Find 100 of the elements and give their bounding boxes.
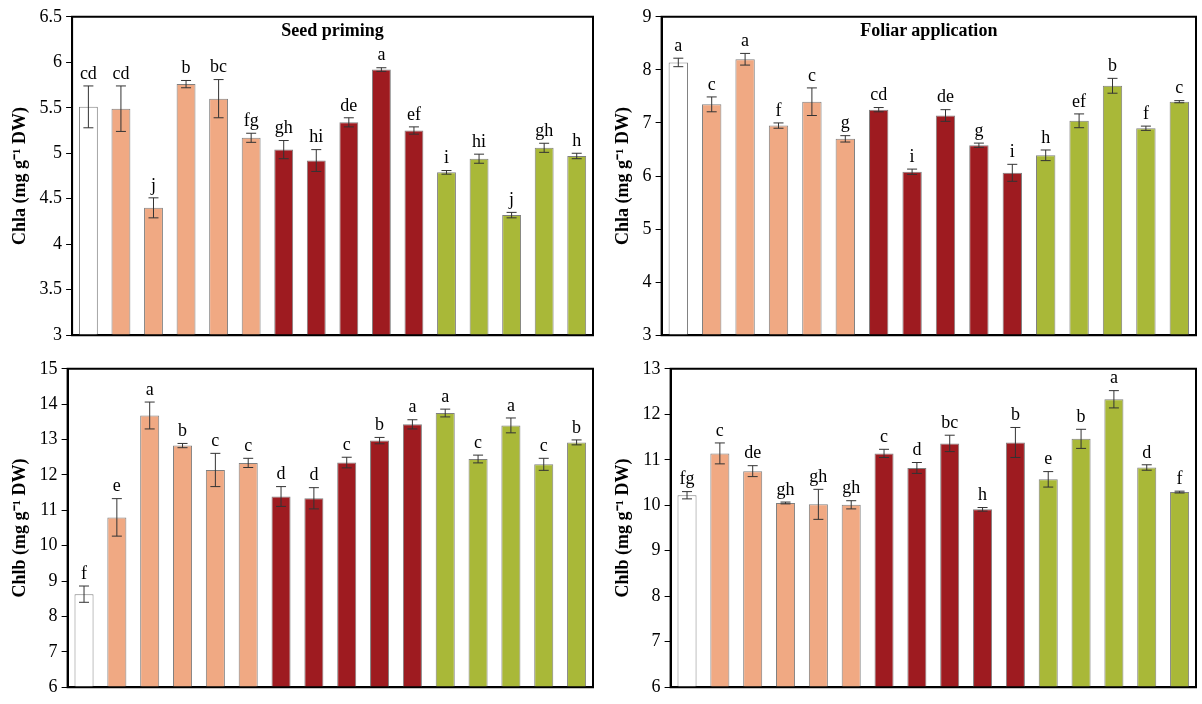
y-tick-label: 6 (53, 51, 63, 72)
data-label: f (1176, 467, 1183, 488)
y-axis-title: Chla (mg g⁻¹ DW) (9, 107, 31, 245)
data-label: fg (243, 109, 259, 130)
data-label: c (244, 435, 253, 456)
data-label: bc (210, 56, 228, 77)
y-tick-label: 11 (40, 499, 58, 520)
data-label: a (506, 394, 515, 415)
data-label: a (145, 378, 154, 399)
chart-title: Foliar application (860, 20, 998, 41)
data-label: e (112, 475, 121, 496)
data-label: h (978, 484, 988, 505)
data-label: c (539, 435, 548, 456)
y-tick-label: 4 (53, 232, 63, 253)
data-label: h (572, 129, 582, 150)
y-tick-label: 8 (651, 584, 661, 605)
data-label: ef (1072, 90, 1087, 111)
y-axis-title: Chla (mg g⁻¹ DW) (612, 107, 634, 245)
y-axis-title: Chlb (mg g⁻¹ DW) (9, 458, 31, 598)
y-tick-label: 15 (39, 357, 58, 378)
data-label: i (1009, 141, 1015, 162)
y-tick-label: 3.5 (39, 278, 63, 299)
data-label: c (342, 433, 351, 454)
y-tick-label: 6 (642, 164, 652, 185)
y-tick-label: 7 (651, 630, 661, 651)
data-label: de (340, 94, 358, 115)
data-label: a (441, 385, 450, 406)
data-label: b (181, 57, 191, 78)
data-label: g (840, 112, 850, 133)
y-tick-label: 3 (53, 323, 63, 344)
data-label: d (1142, 441, 1152, 462)
y-tick-label: 11 (643, 448, 661, 469)
data-label: cd (112, 62, 130, 83)
y-tick-label: 8 (642, 58, 652, 79)
data-label: bc (941, 411, 959, 432)
data-label: a (1109, 367, 1118, 388)
y-tick-label: 13 (642, 357, 661, 378)
data-label: hi (472, 130, 487, 151)
data-label: fg (679, 468, 695, 489)
data-label: gh (842, 477, 861, 498)
y-tick-label: 14 (39, 392, 58, 413)
data-label: gh (274, 117, 293, 138)
data-label: cd (79, 62, 97, 83)
y-tick-label: 5 (53, 141, 63, 162)
data-label: b (178, 420, 188, 441)
data-label: b (1076, 406, 1086, 427)
data-label: d (912, 439, 922, 460)
y-tick-label: 12 (39, 463, 58, 484)
data-label: b (375, 414, 385, 435)
y-tick-label: 9 (642, 5, 652, 26)
data-label: ef (406, 103, 421, 124)
data-label: gh (776, 478, 795, 499)
y-tick-label: 6.5 (39, 5, 63, 26)
data-label: a (741, 30, 750, 51)
data-label: i (443, 147, 449, 168)
data-label: d (276, 463, 286, 484)
y-tick-label: 9 (651, 539, 661, 560)
y-tick-label: 10 (39, 534, 58, 555)
data-label: gh (809, 466, 828, 487)
data-label: gh (535, 119, 554, 140)
y-tick-label: 4 (642, 270, 652, 291)
y-tick-label: 6 (48, 675, 58, 696)
y-tick-label: 5 (642, 217, 652, 238)
y-tick-label: 5.5 (39, 96, 63, 117)
data-label: a (674, 34, 683, 55)
data-label: j (149, 174, 156, 195)
data-label: b (1010, 404, 1020, 425)
y-tick-label: 13 (39, 428, 58, 449)
data-label: a (377, 44, 386, 65)
data-label: f (775, 99, 782, 120)
data-label: c (1175, 77, 1184, 98)
data-label: e (1044, 448, 1053, 469)
data-label: c (211, 430, 220, 451)
data-label: f (81, 562, 88, 583)
data-label: c (807, 64, 816, 85)
data-label: c (474, 431, 483, 452)
data-label: de (937, 86, 954, 107)
data-label: g (974, 119, 984, 140)
data-label: b (1108, 55, 1117, 76)
data-label: j (508, 189, 515, 210)
y-axis-title: Chlb (mg g⁻¹ DW) (612, 458, 634, 598)
data-label: a (408, 396, 417, 417)
y-tick-label: 9 (48, 569, 58, 590)
y-tick-label: 8 (48, 605, 58, 626)
data-label: hi (309, 126, 324, 147)
y-tick-label: 3 (642, 323, 652, 344)
data-label: c (715, 419, 724, 440)
data-label: b (572, 416, 582, 437)
data-label: i (909, 145, 915, 166)
y-tick-label: 6 (651, 675, 661, 696)
chart-title: Seed priming (281, 20, 384, 41)
y-tick-label: 4.5 (39, 187, 63, 208)
data-label: c (880, 426, 889, 447)
data-label: de (744, 442, 762, 463)
data-label: c (707, 73, 716, 94)
data-label: h (1041, 126, 1051, 147)
data-label: cd (870, 84, 888, 105)
y-tick-label: 12 (642, 403, 661, 424)
data-label: d (309, 464, 319, 485)
y-tick-label: 7 (642, 111, 652, 132)
